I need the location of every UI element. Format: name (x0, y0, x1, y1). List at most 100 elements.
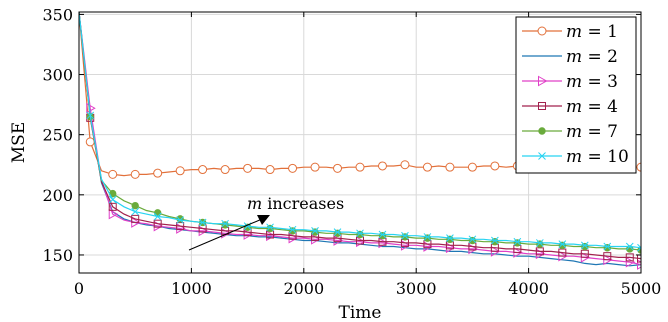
data-point-marker (108, 202, 117, 211)
legend-item: m = 7 (522, 122, 618, 142)
data-point-marker (176, 222, 185, 231)
data-point-marker (333, 163, 343, 173)
data-point-marker (265, 165, 275, 175)
data-point-marker (243, 163, 253, 173)
x-tick-label: 5000 (621, 279, 662, 298)
data-point-marker (538, 127, 546, 135)
series-layer (79, 12, 641, 270)
data-point-marker (446, 234, 454, 242)
data-point-marker (288, 225, 297, 234)
data-point-marker (558, 241, 567, 250)
legend-box (515, 16, 637, 174)
data-point-marker (288, 163, 298, 173)
data-point-marker (198, 165, 208, 175)
legend: m = 1 m = 2 m = 3 m = 4 m = 7 m = 10 (515, 16, 637, 174)
legend-label: m = 1 (566, 22, 618, 42)
data-point-marker (625, 256, 636, 268)
data-point-marker (153, 212, 162, 221)
data-point-marker (221, 219, 229, 228)
data-point-marker (625, 242, 634, 251)
series-line (79, 12, 641, 260)
data-point-marker (131, 201, 139, 210)
data-point-marker (401, 233, 409, 241)
data-point-marker (636, 162, 641, 172)
data-point-marker (153, 209, 162, 217)
data-point-marker (131, 214, 140, 223)
y-tick-label: 250 (42, 126, 73, 145)
annotation-variable: m (247, 194, 262, 213)
data-point-marker (637, 243, 641, 252)
data-point-marker (422, 162, 432, 172)
data-point-marker (581, 242, 589, 251)
legend-item: m = 4 (522, 97, 618, 117)
legend-label: m = 7 (566, 122, 618, 142)
data-point-marker (445, 162, 455, 172)
data-point-marker (558, 240, 567, 248)
series-line (79, 12, 641, 266)
data-point-marker (108, 169, 118, 179)
y-tick-label: 300 (42, 66, 73, 85)
data-point-marker (153, 168, 163, 178)
data-point-marker (400, 160, 410, 170)
data-point-marker (491, 236, 499, 245)
data-point-marker (356, 229, 364, 238)
data-point-marker (580, 241, 589, 250)
data-point-marker (311, 227, 319, 235)
data-point-marker (603, 242, 612, 251)
y-axis-label: MSE (9, 122, 29, 163)
y-tick-label: 200 (42, 186, 73, 205)
annotation-arrow-head (257, 215, 270, 225)
x-tick-label: 4000 (508, 279, 549, 298)
data-point-marker (401, 231, 409, 240)
legend-item: m = 10 (522, 147, 629, 167)
data-point-marker (423, 234, 432, 242)
data-point-marker (490, 161, 500, 171)
y-tick-label: 150 (42, 246, 73, 265)
ticks: 0 1000 2000 3000 4000 5000 150 200 250 300 350 (42, 5, 661, 298)
data-point-marker (221, 221, 229, 229)
data-point-marker (153, 219, 162, 228)
data-point-marker (176, 215, 184, 223)
data-point-marker (446, 235, 454, 244)
data-point-marker (625, 253, 634, 262)
data-point-marker (580, 249, 589, 258)
x-tick-label: 0 (74, 279, 84, 298)
data-point-marker (377, 161, 387, 171)
data-point-marker (491, 238, 499, 246)
data-point-marker (535, 247, 544, 256)
data-point-marker (378, 232, 387, 240)
data-point-marker (537, 26, 547, 36)
data-point-marker (468, 236, 477, 245)
data-point-marker (535, 239, 544, 247)
x-tick-label: 3000 (396, 279, 437, 298)
data-point-marker (86, 111, 95, 120)
data-point-marker (108, 208, 119, 220)
data-point-marker (86, 102, 96, 114)
data-point-marker (513, 239, 522, 247)
y-tick-label: 350 (42, 5, 73, 24)
data-point-marker (538, 102, 546, 110)
data-point-marker (176, 216, 185, 224)
data-point-marker (266, 224, 274, 233)
data-point-marker (288, 227, 297, 235)
data-point-marker (603, 244, 611, 252)
data-point-marker (558, 248, 567, 257)
annotation-arrow-line (188, 218, 263, 251)
legend-label: m = 4 (566, 97, 618, 117)
data-point-marker (423, 233, 432, 241)
data-point-marker (468, 235, 477, 244)
annotation-phrase: increases (262, 194, 344, 213)
data-point-marker (637, 259, 641, 270)
x-axis-label: Time (339, 303, 382, 322)
data-point-marker (130, 169, 140, 179)
legend-label: m = 10 (566, 147, 629, 167)
x-tick-label: 2000 (283, 279, 324, 298)
data-point-marker (513, 237, 522, 246)
data-point-marker (310, 162, 320, 172)
data-point-marker (333, 229, 342, 238)
data-point-marker (266, 223, 274, 232)
legend-label: m = 3 (566, 72, 618, 92)
data-point-marker (603, 252, 612, 261)
data-point-marker (538, 152, 546, 160)
data-point-marker (467, 162, 477, 172)
